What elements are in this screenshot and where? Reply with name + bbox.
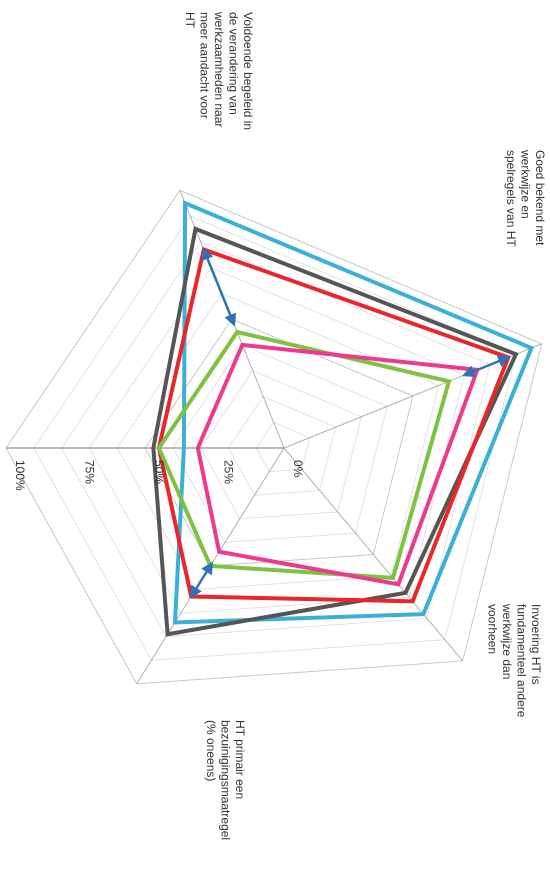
axis-label-0-line-4: HT bbox=[183, 12, 197, 29]
change-arrows bbox=[189, 247, 511, 599]
axis-label-0-line-3: meer aandacht voor bbox=[198, 12, 212, 119]
scale-ticks: 0% 25% 50% 75% 100% bbox=[13, 460, 305, 491]
axis-label-1-line-0: Goed bekend met bbox=[533, 150, 547, 246]
axis-label-1-line-2: spelregels van HT bbox=[504, 150, 518, 247]
tick-label-25%: 25% bbox=[222, 460, 236, 484]
change-arrow-1 bbox=[462, 355, 511, 378]
radar-grid bbox=[5, 189, 543, 685]
radar-series bbox=[151, 200, 535, 637]
series-4-polygon bbox=[195, 342, 481, 587]
axis-label-3-line-0: HT primair een bbox=[233, 720, 247, 799]
axis-label-1-line-1: werkwijze en bbox=[519, 149, 533, 219]
grid-ring-70 bbox=[88, 267, 465, 614]
axis-label-3-line-2: (% oneens) bbox=[204, 720, 218, 781]
series-3-polygon bbox=[156, 329, 452, 581]
grid-ring-10 bbox=[255, 421, 311, 472]
grid-ring-90 bbox=[33, 215, 517, 661]
axis-label-0-line-1: de verandering van bbox=[227, 12, 241, 115]
tick-label-50%: 50% bbox=[152, 460, 166, 484]
grid-ring-80 bbox=[61, 241, 491, 638]
series-1-polygon bbox=[151, 226, 519, 637]
axis-label-2-line-2: werkwijze dan bbox=[500, 603, 514, 679]
radar-spokes bbox=[6, 190, 542, 685]
axis-label-3-line-1: bezuinigingsmaatregel bbox=[219, 720, 233, 840]
series-2-polygon bbox=[156, 246, 511, 604]
grid-ring-30 bbox=[200, 370, 362, 520]
grid-ring-100 bbox=[5, 189, 543, 685]
tick-label-100%: 100% bbox=[13, 460, 27, 491]
axis-label-2-line-1: fundamenteel andere bbox=[515, 604, 529, 718]
axis-label-2-line-3: voorheen bbox=[486, 604, 500, 654]
axis-label-0-line-2: werkzaamheden naar bbox=[212, 11, 226, 127]
spoke-2 bbox=[283, 447, 464, 662]
tick-label-75%: 75% bbox=[83, 460, 97, 484]
grid-ring-20 bbox=[227, 395, 337, 496]
tick-label-0%: 0% bbox=[291, 460, 305, 478]
change-arrow-2 bbox=[189, 561, 214, 599]
change-arrow-0 bbox=[201, 247, 237, 327]
axis-label-0-line-0: Voldoende begeleid in bbox=[241, 12, 255, 130]
axis-label-2-line-0: Invoering HT is bbox=[529, 604, 543, 684]
